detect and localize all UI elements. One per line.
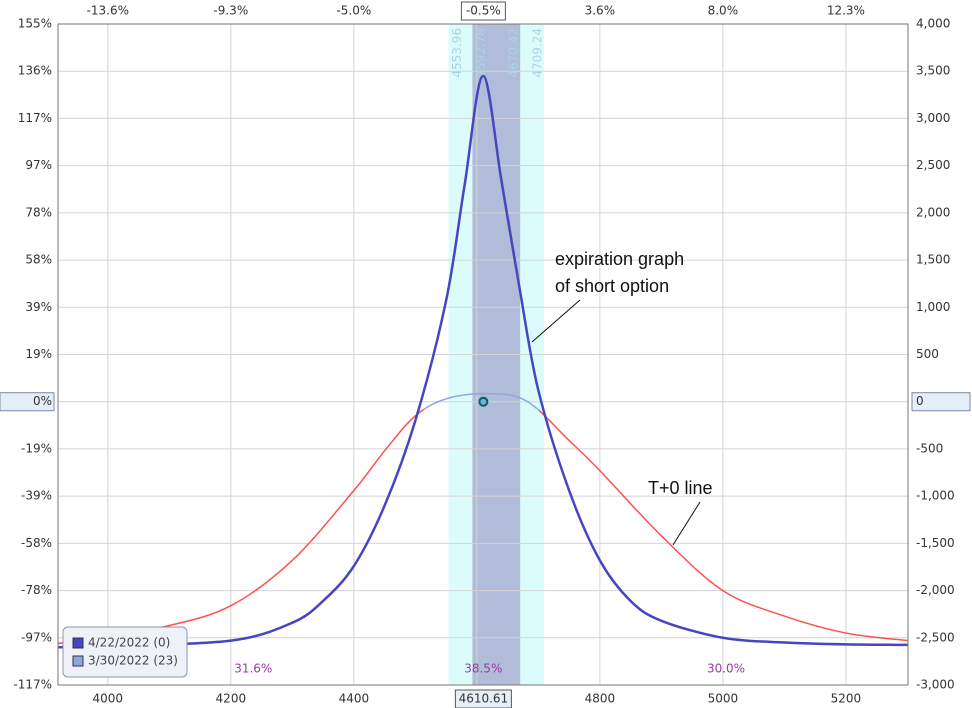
y-tick-label: 4,000 (916, 17, 950, 31)
x-tick-label: 4200 (216, 692, 247, 706)
y-tick-label: 3,500 (916, 64, 950, 78)
y-left-tick-label: 117% (18, 111, 52, 125)
y-tick-label: -1,500 (916, 536, 955, 550)
y-tick-label: 3,000 (916, 111, 950, 125)
band-edge-label: 4553.96 (450, 28, 464, 78)
price-box (454, 689, 512, 708)
series-line (57, 74, 909, 649)
zone-probability: 31.6% (234, 662, 272, 676)
annotation: of short option (555, 276, 669, 296)
current-price-marker (478, 396, 489, 407)
x-top-tick-label: -9.3% (213, 4, 248, 18)
band-edge-label: 4670.42 (507, 28, 521, 78)
x-tick-label: 4400 (339, 692, 370, 706)
y-left-tick-label: 97% (25, 158, 52, 172)
legend-label: 3/30/2022 (23) (88, 654, 178, 668)
y-tick-label: 2,000 (916, 205, 950, 219)
legend-swatch (72, 655, 84, 667)
y-tick-label: -500 (916, 441, 943, 455)
band-edge-label: 4709.24 (531, 28, 545, 78)
x-top-tick-label: -5.0% (336, 4, 371, 18)
y-left-tick-label: -117% (13, 678, 52, 692)
annotation: T+0 line (648, 478, 713, 498)
y-tick-label: 0 (916, 394, 924, 408)
x-tick-label: 4800 (585, 692, 616, 706)
x-top-tick-label: -13.6% (87, 4, 129, 18)
change-box (460, 1, 506, 21)
legend (62, 626, 188, 678)
y-tick-label: 1,500 (916, 253, 950, 267)
y-tick-label: 500 (916, 347, 939, 361)
y-left-tick-label: -39% (21, 489, 52, 503)
y-left-tick-label: 155% (18, 17, 52, 31)
y-left-tick-label: -97% (21, 630, 52, 644)
annotation-leader (672, 501, 701, 546)
legend-swatch (72, 637, 84, 649)
y-left-tick-label: -58% (21, 536, 52, 550)
zone-probability: 30.0% (707, 662, 745, 676)
plot-border (57, 23, 909, 686)
x-top-tick-label: 8.0% (708, 4, 739, 18)
zero-box (911, 392, 971, 412)
x-tick-label: 4000 (93, 692, 124, 706)
y-tick-label: -2,500 (916, 630, 955, 644)
y-tick-label: 1,000 (916, 300, 950, 314)
legend-label: 4/22/2022 (0) (88, 636, 170, 650)
series-line (57, 392, 909, 645)
y-left-tick-label: -78% (21, 583, 52, 597)
zero-box (0, 392, 55, 412)
y-left-tick-label: 58% (25, 253, 52, 267)
x-tick-label: 5200 (831, 692, 862, 706)
y-left-tick-label: 136% (18, 64, 52, 78)
y-tick-label: -1,000 (916, 489, 955, 503)
y-tick-label: -3,000 (916, 678, 955, 692)
current-change: -0.5% (466, 4, 501, 18)
y-left-tick-label: -19% (21, 441, 52, 455)
y-tick-label: 2,500 (916, 158, 950, 172)
x-top-tick-label: 12.3% (827, 4, 865, 18)
x-top-tick-label: 3.6% (585, 4, 616, 18)
y-left-tick-label: 39% (25, 300, 52, 314)
annotation: expiration graph (555, 249, 684, 269)
y-tick-label: -2,000 (916, 583, 955, 597)
band-edge-label: 4592.78 (474, 28, 488, 78)
y-left-tick-label: 78% (25, 205, 52, 219)
y-left-tick-label: 0% (33, 394, 52, 408)
y-left-tick-label: 19% (25, 347, 52, 361)
annotation-leader (531, 299, 581, 343)
zone-probability: 38.5% (464, 662, 502, 676)
x-tick-label: 5000 (708, 692, 739, 706)
current-price: 4610.61 (459, 692, 509, 706)
